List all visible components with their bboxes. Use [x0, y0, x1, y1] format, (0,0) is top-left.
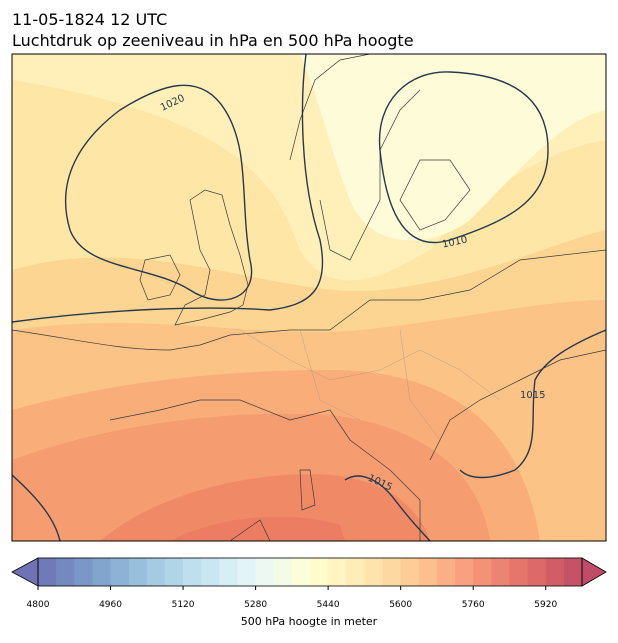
colorbar-frame: [37, 557, 583, 587]
colorbar-tick-label: 5120: [172, 600, 195, 610]
map-frame: [11, 53, 607, 542]
colorbar-cell: [255, 558, 275, 586]
colorbar-cell: [455, 558, 474, 586]
map: 1020 1010 1015 1015: [12, 54, 606, 541]
colorbar-cell: [400, 558, 420, 586]
colorbar-cell: [237, 558, 257, 586]
colorbar-cell: [563, 558, 583, 586]
colorbar-tick-label: 4960: [99, 600, 122, 610]
colorbar-tick-label: 5440: [317, 600, 340, 610]
title: Luchtdruk op zeeniveau in hPa en 500 hPa…: [12, 31, 414, 50]
colorbar-cell: [545, 558, 565, 586]
colorbar-cell: [128, 558, 148, 586]
isobar-label: 1010: [441, 235, 468, 251]
colorbar-cell: [310, 558, 329, 586]
colorbar-cell: [92, 558, 112, 586]
colorbar-extend-high: [581, 557, 607, 587]
colorbar-tick-label: 5600: [389, 600, 412, 610]
colorbar-cell: [346, 558, 365, 586]
colorbar-cell: [273, 558, 293, 586]
colorbar-cell: [110, 558, 130, 586]
colorbar-cell: [527, 558, 547, 586]
colorbar-cell: [74, 558, 93, 586]
colorbar-cell: [473, 558, 492, 586]
colorbar-cell: [328, 558, 347, 586]
colorbar-tick-label: 5760: [462, 600, 485, 610]
colorbar-cell: [219, 558, 238, 586]
colorbar-cell: [382, 558, 402, 586]
colorbar-cell: [38, 558, 57, 586]
colorbar-cell: [291, 558, 311, 586]
colorbar-cell: [183, 558, 202, 586]
date: 11-05-1824 12 UTC: [12, 10, 167, 29]
colorbar-label: 500 hPa hoogte in meter: [241, 615, 378, 628]
colorbar-cell: [436, 558, 456, 586]
colorbar-extend-low: [11, 557, 39, 587]
colorbar-tick-label: 4800: [27, 600, 50, 610]
colorbar-cell: [509, 558, 529, 586]
colorbar-cell: [56, 558, 75, 586]
isobar-label: 1015: [520, 390, 545, 401]
colorbar: 4800 4960 5120 5280 5440 5600 5760 5920: [11, 557, 607, 610]
colorbar-cell: [364, 558, 384, 586]
colorbar-cell: [491, 558, 510, 586]
colorbar-cell: [418, 558, 438, 586]
colorbar-cell: [164, 558, 184, 586]
colorbar-tick-label: 5280: [244, 600, 267, 610]
colorbar-tick-label: 5920: [534, 600, 557, 610]
colorbar-cell: [201, 558, 220, 586]
colorbar-cell: [146, 558, 166, 586]
